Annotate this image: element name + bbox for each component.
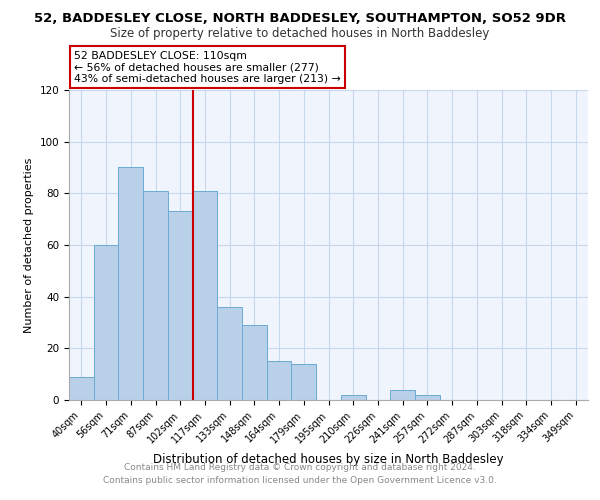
Bar <box>143 190 168 400</box>
Bar <box>118 168 143 400</box>
Text: Size of property relative to detached houses in North Baddesley: Size of property relative to detached ho… <box>110 28 490 40</box>
Bar <box>242 325 267 400</box>
X-axis label: Distribution of detached houses by size in North Baddesley: Distribution of detached houses by size … <box>153 453 504 466</box>
Text: 52 BADDESLEY CLOSE: 110sqm
← 56% of detached houses are smaller (277)
43% of sem: 52 BADDESLEY CLOSE: 110sqm ← 56% of deta… <box>74 50 341 84</box>
Bar <box>168 212 193 400</box>
Bar <box>217 307 242 400</box>
Bar <box>390 390 415 400</box>
Bar <box>415 395 440 400</box>
Bar <box>341 395 365 400</box>
Text: Contains HM Land Registry data © Crown copyright and database right 2024.: Contains HM Land Registry data © Crown c… <box>124 464 476 472</box>
Text: Contains public sector information licensed under the Open Government Licence v3: Contains public sector information licen… <box>103 476 497 485</box>
Bar <box>292 364 316 400</box>
Y-axis label: Number of detached properties: Number of detached properties <box>24 158 34 332</box>
Bar <box>69 377 94 400</box>
Text: 52, BADDESLEY CLOSE, NORTH BADDESLEY, SOUTHAMPTON, SO52 9DR: 52, BADDESLEY CLOSE, NORTH BADDESLEY, SO… <box>34 12 566 26</box>
Bar <box>193 190 217 400</box>
Bar <box>94 245 118 400</box>
Bar <box>267 361 292 400</box>
